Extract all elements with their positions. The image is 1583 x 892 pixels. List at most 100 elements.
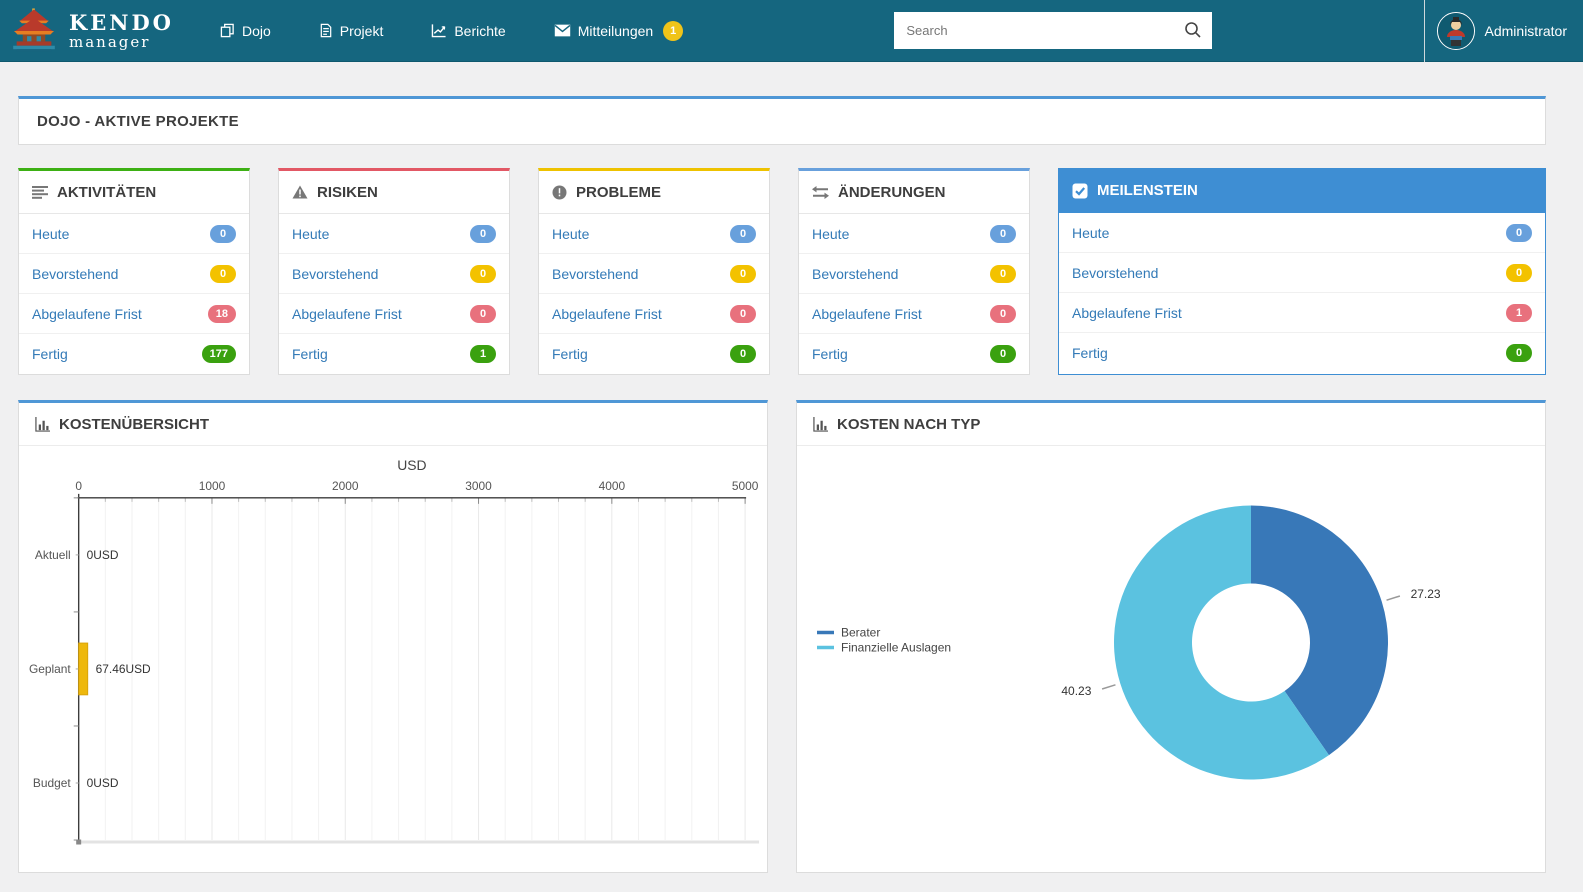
- row-abgelaufene-frist[interactable]: Abgelaufene Frist 1: [1059, 293, 1545, 333]
- svg-text:1000: 1000: [199, 479, 226, 493]
- user-menu[interactable]: Administrator: [1424, 0, 1583, 62]
- bar-chart-icon: [35, 417, 50, 432]
- card-title: PROBLEME: [576, 184, 661, 201]
- cost-by-type-chart: 27.2340.23BeraterFinanzielle Auslagen: [797, 446, 1545, 872]
- nav-item-dojo[interactable]: Dojo: [220, 23, 271, 39]
- list-lines-icon: [32, 186, 48, 199]
- count-badge: 0: [470, 305, 496, 323]
- bar-chart-icon: [813, 417, 828, 432]
- row-label: Fertig: [812, 346, 848, 362]
- row-label: Fertig: [1072, 345, 1108, 361]
- card-title: ÄNDERUNGEN: [838, 184, 946, 201]
- panel-header: KOSTENÜBERSICHT: [19, 403, 767, 446]
- count-badge: 0: [1506, 264, 1532, 282]
- row-label: Heute: [812, 226, 849, 242]
- count-badge: 0: [1506, 224, 1532, 242]
- svg-text:Budget: Budget: [33, 776, 71, 790]
- row-label: Abgelaufene Frist: [32, 306, 142, 322]
- nav-item-mitteilungen[interactable]: Mitteilungen 1: [554, 21, 684, 41]
- row-bevorstehend[interactable]: Bevorstehend 0: [279, 254, 509, 294]
- row-label: Bevorstehend: [812, 266, 898, 282]
- user-avatar: [1437, 12, 1475, 50]
- main-nav: Dojo Projekt Berichte: [220, 21, 683, 41]
- card-header: PROBLEME: [539, 171, 769, 214]
- line-chart-icon: [431, 23, 447, 38]
- search-input[interactable]: [894, 12, 1212, 49]
- svg-text:2000: 2000: [332, 479, 359, 493]
- row-label: Heute: [292, 226, 329, 242]
- count-badge: 177: [202, 345, 236, 363]
- nav-item-projekt[interactable]: Projekt: [319, 23, 384, 39]
- svg-text:0: 0: [75, 479, 82, 493]
- row-label: Heute: [32, 226, 69, 242]
- count-badge: 0: [730, 225, 756, 243]
- search-box: [894, 12, 1212, 49]
- panel-header: KOSTEN NACH TYP: [797, 403, 1545, 446]
- card-header: ÄNDERUNGEN: [799, 171, 1029, 214]
- row-heute[interactable]: Heute 0: [1059, 213, 1545, 253]
- card-title: AKTIVITÄTEN: [57, 184, 156, 201]
- row-label: Heute: [1072, 225, 1109, 241]
- row-label: Fertig: [552, 346, 588, 362]
- cost-overview-chart: USD010002000300040005000Aktuell0USDGepla…: [19, 446, 767, 872]
- svg-text:27.23: 27.23: [1411, 587, 1441, 601]
- row-label: Abgelaufene Frist: [552, 306, 662, 322]
- svg-text:40.23: 40.23: [1061, 684, 1091, 698]
- main-content: DOJO - AKTIVE PROJEKTE AKTIVITÄTEN Heute…: [18, 96, 1546, 873]
- nav-label: Berichte: [454, 23, 505, 39]
- row-fertig[interactable]: Fertig 177: [19, 334, 249, 374]
- row-abgelaufene-frist[interactable]: Abgelaufene Frist 18: [19, 294, 249, 334]
- card-header: RISIKEN: [279, 171, 509, 214]
- row-fertig[interactable]: Fertig 1: [279, 334, 509, 374]
- row-bevorstehend[interactable]: Bevorstehend 0: [539, 254, 769, 294]
- swap-arrows-icon: [812, 186, 829, 199]
- count-badge: 1: [1506, 304, 1532, 322]
- row-heute[interactable]: Heute 0: [799, 214, 1029, 254]
- brand-logo[interactable]: KENDO manager: [0, 7, 182, 55]
- row-fertig[interactable]: Fertig 0: [539, 334, 769, 374]
- row-fertig[interactable]: Fertig 0: [799, 334, 1029, 374]
- panel-title: KOSTENÜBERSICHT: [59, 416, 209, 433]
- nav-item-berichte[interactable]: Berichte: [431, 23, 505, 39]
- count-badge: 0: [210, 265, 236, 283]
- card-aenderungen: ÄNDERUNGEN Heute 0 Bevorstehend 0 Abgela…: [798, 168, 1030, 375]
- row-label: Bevorstehend: [1072, 265, 1158, 281]
- svg-text:0USD: 0USD: [87, 548, 119, 562]
- top-navbar: KENDO manager Dojo Projek: [0, 0, 1583, 62]
- row-heute[interactable]: Heute 0: [539, 214, 769, 254]
- row-abgelaufene-frist[interactable]: Abgelaufene Frist 0: [279, 294, 509, 334]
- count-badge: 0: [730, 345, 756, 363]
- row-heute[interactable]: Heute 0: [279, 214, 509, 254]
- row-abgelaufene-frist[interactable]: Abgelaufene Frist 0: [799, 294, 1029, 334]
- pagoda-logo-icon: [8, 7, 60, 55]
- row-heute[interactable]: Heute 0: [19, 214, 249, 254]
- count-badge: 0: [470, 225, 496, 243]
- count-badge: 0: [470, 265, 496, 283]
- brand-name-line1: KENDO: [69, 12, 174, 33]
- row-bevorstehend[interactable]: Bevorstehend 0: [1059, 253, 1545, 293]
- row-label: Fertig: [292, 346, 328, 362]
- row-abgelaufene-frist[interactable]: Abgelaufene Frist 0: [539, 294, 769, 334]
- row-label: Abgelaufene Frist: [292, 306, 402, 322]
- count-badge: 0: [990, 265, 1016, 283]
- nav-label: Dojo: [242, 23, 271, 39]
- charts-row: KOSTENÜBERSICHT USD010002000300040005000…: [18, 400, 1546, 873]
- nav-label: Projekt: [340, 23, 384, 39]
- envelope-icon: [554, 24, 571, 37]
- search-icon[interactable]: [1182, 20, 1204, 42]
- row-bevorstehend[interactable]: Bevorstehend 0: [19, 254, 249, 294]
- page-header-panel: DOJO - AKTIVE PROJEKTE: [18, 96, 1546, 145]
- warning-triangle-icon: [292, 185, 308, 199]
- count-badge: 0: [990, 345, 1016, 363]
- count-badge: 1: [470, 345, 496, 363]
- count-badge: 0: [730, 265, 756, 283]
- summary-cards-row: AKTIVITÄTEN Heute 0 Bevorstehend 0 Abgel…: [18, 168, 1546, 375]
- nav-label: Mitteilungen: [578, 23, 654, 39]
- username-label: Administrator: [1485, 23, 1567, 39]
- cost-by-type-donut-chart-svg: 27.2340.23BeraterFinanzielle Auslagen: [797, 446, 1545, 872]
- dojo-windows-icon: [220, 23, 235, 38]
- row-bevorstehend[interactable]: Bevorstehend 0: [799, 254, 1029, 294]
- count-badge: 18: [208, 305, 236, 323]
- card-header: MEILENSTEIN: [1059, 168, 1545, 213]
- row-fertig[interactable]: Fertig 0: [1059, 333, 1545, 373]
